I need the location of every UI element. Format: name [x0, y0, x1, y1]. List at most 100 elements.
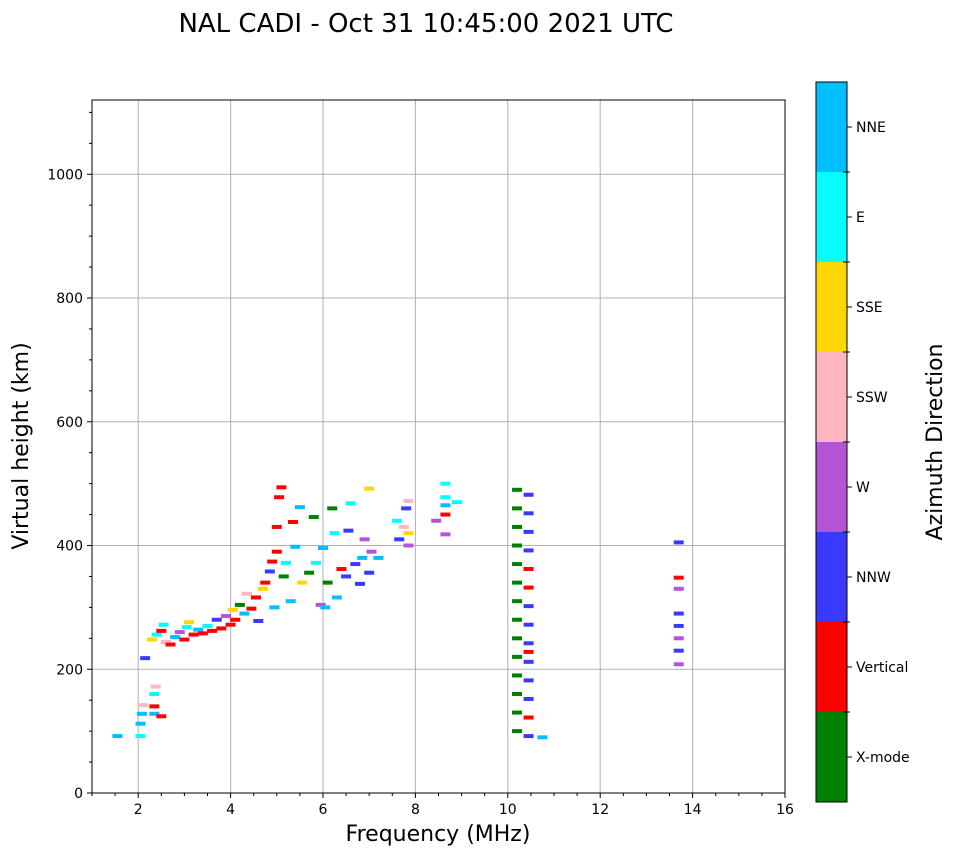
- data-point-nnw: [350, 562, 361, 567]
- data-point-sse: [364, 486, 375, 491]
- data-point-vertical: [225, 622, 236, 627]
- data-point-nne: [285, 599, 296, 604]
- data-point-e: [440, 495, 451, 500]
- data-point-vertical: [149, 704, 160, 709]
- x-tick-label: 6: [319, 802, 328, 818]
- data-point-nnw: [211, 617, 222, 622]
- colorbar-segment: [816, 532, 847, 622]
- y-axis-ticks: 0 200 400 600 800 1000: [47, 111, 92, 802]
- data-point-vertical: [216, 626, 227, 631]
- data-point-w: [440, 532, 451, 537]
- data-point-x-mode: [327, 506, 338, 511]
- colorbar-tick-label: W: [856, 480, 870, 496]
- data-point-e: [440, 481, 451, 486]
- data-point-nnw: [523, 659, 534, 664]
- data-point-nne: [440, 503, 451, 508]
- plot-background: [92, 100, 785, 793]
- data-point-nnw: [354, 581, 365, 586]
- data-point-sse: [403, 531, 414, 536]
- data-point-sse: [297, 580, 308, 585]
- colorbar-tick-label: X-mode: [856, 750, 910, 766]
- data-point-x-mode: [304, 570, 315, 575]
- data-point-vertical: [523, 649, 534, 654]
- y-tick-label: 0: [74, 786, 83, 802]
- data-point-x-mode: [512, 524, 523, 529]
- colorbar-frame: [815, 81, 848, 803]
- data-point-x-mode: [512, 562, 523, 567]
- data-point-e: [149, 692, 160, 696]
- x-axis-ticks: 2 4 6 8 10 12 14 16: [91, 793, 794, 818]
- y-tick-label: 1000: [47, 167, 83, 183]
- data-point-vertical: [271, 549, 282, 554]
- data-point-x-mode: [512, 710, 523, 715]
- data-point-x-mode: [512, 692, 523, 696]
- data-point-w: [431, 518, 442, 523]
- colorbar-segment: [816, 442, 847, 532]
- data-point-x-mode: [512, 654, 523, 659]
- data-marks: [112, 481, 684, 740]
- data-point-nnw: [673, 648, 684, 653]
- colorbar-tick-label: E: [856, 210, 865, 226]
- data-point-vertical: [230, 617, 241, 622]
- data-point-nne: [112, 734, 123, 739]
- data-point-e: [281, 560, 292, 565]
- data-point-e: [345, 501, 356, 506]
- data-point-vertical: [165, 642, 176, 647]
- data-point-nne: [135, 721, 146, 726]
- data-point-vertical: [276, 485, 287, 490]
- data-point-nne: [290, 544, 301, 549]
- data-point-nne: [170, 635, 181, 640]
- data-point-nne: [136, 711, 147, 716]
- data-point-x-mode: [512, 506, 523, 511]
- data-point-ssw: [150, 684, 161, 689]
- data-point-nnw: [253, 618, 264, 623]
- data-point-vertical: [156, 714, 167, 719]
- colorbar: X-mode Vertical NNW W SSW SSE E NNE: [815, 81, 910, 803]
- data-point-vertical: [246, 606, 257, 611]
- data-point-nnw: [523, 529, 534, 534]
- data-point-nnw: [264, 569, 275, 574]
- data-point-nnw: [673, 623, 684, 628]
- data-point-nnw: [364, 570, 375, 575]
- x-tick-label: 16: [776, 802, 794, 818]
- data-point-w: [315, 602, 326, 607]
- data-point-ssw: [241, 591, 252, 596]
- x-axis-label: Frequency (MHz): [346, 822, 531, 847]
- data-point-vertical: [523, 585, 534, 590]
- data-point-e: [135, 734, 146, 739]
- data-point-w: [673, 636, 684, 641]
- data-point-e: [151, 632, 162, 637]
- data-point-vertical: [271, 524, 282, 529]
- colorbar-segment: [816, 352, 847, 442]
- data-point-w: [220, 614, 231, 619]
- data-point-nnw: [523, 678, 534, 683]
- data-point-x-mode: [512, 487, 523, 492]
- data-point-vertical: [188, 632, 199, 637]
- data-point-vertical: [523, 715, 534, 720]
- data-point-vertical: [274, 495, 285, 500]
- data-point-nnw: [523, 548, 534, 553]
- data-point-w: [403, 543, 414, 548]
- data-point-nnw: [341, 574, 352, 579]
- data-point-nne: [357, 555, 368, 560]
- data-point-nnw: [343, 528, 354, 533]
- data-point-e: [329, 531, 340, 536]
- data-point-nnw: [140, 656, 151, 661]
- data-point-e: [391, 518, 402, 523]
- colorbar-segment: [816, 622, 847, 712]
- data-point-nnw: [523, 511, 534, 516]
- colorbar-segment: [816, 172, 847, 262]
- data-point-vertical: [207, 628, 218, 633]
- colorbar-segment: [816, 262, 847, 352]
- data-point-nne: [269, 605, 280, 610]
- data-point-w: [673, 586, 684, 591]
- data-point-e: [202, 623, 213, 628]
- data-point-x-mode: [512, 580, 523, 585]
- data-point-e: [451, 500, 462, 505]
- colorbar-segment: [816, 82, 847, 172]
- data-point-w: [673, 662, 684, 667]
- data-point-vertical: [440, 512, 451, 517]
- data-point-x-mode: [308, 515, 319, 520]
- data-point-nnw: [523, 604, 534, 609]
